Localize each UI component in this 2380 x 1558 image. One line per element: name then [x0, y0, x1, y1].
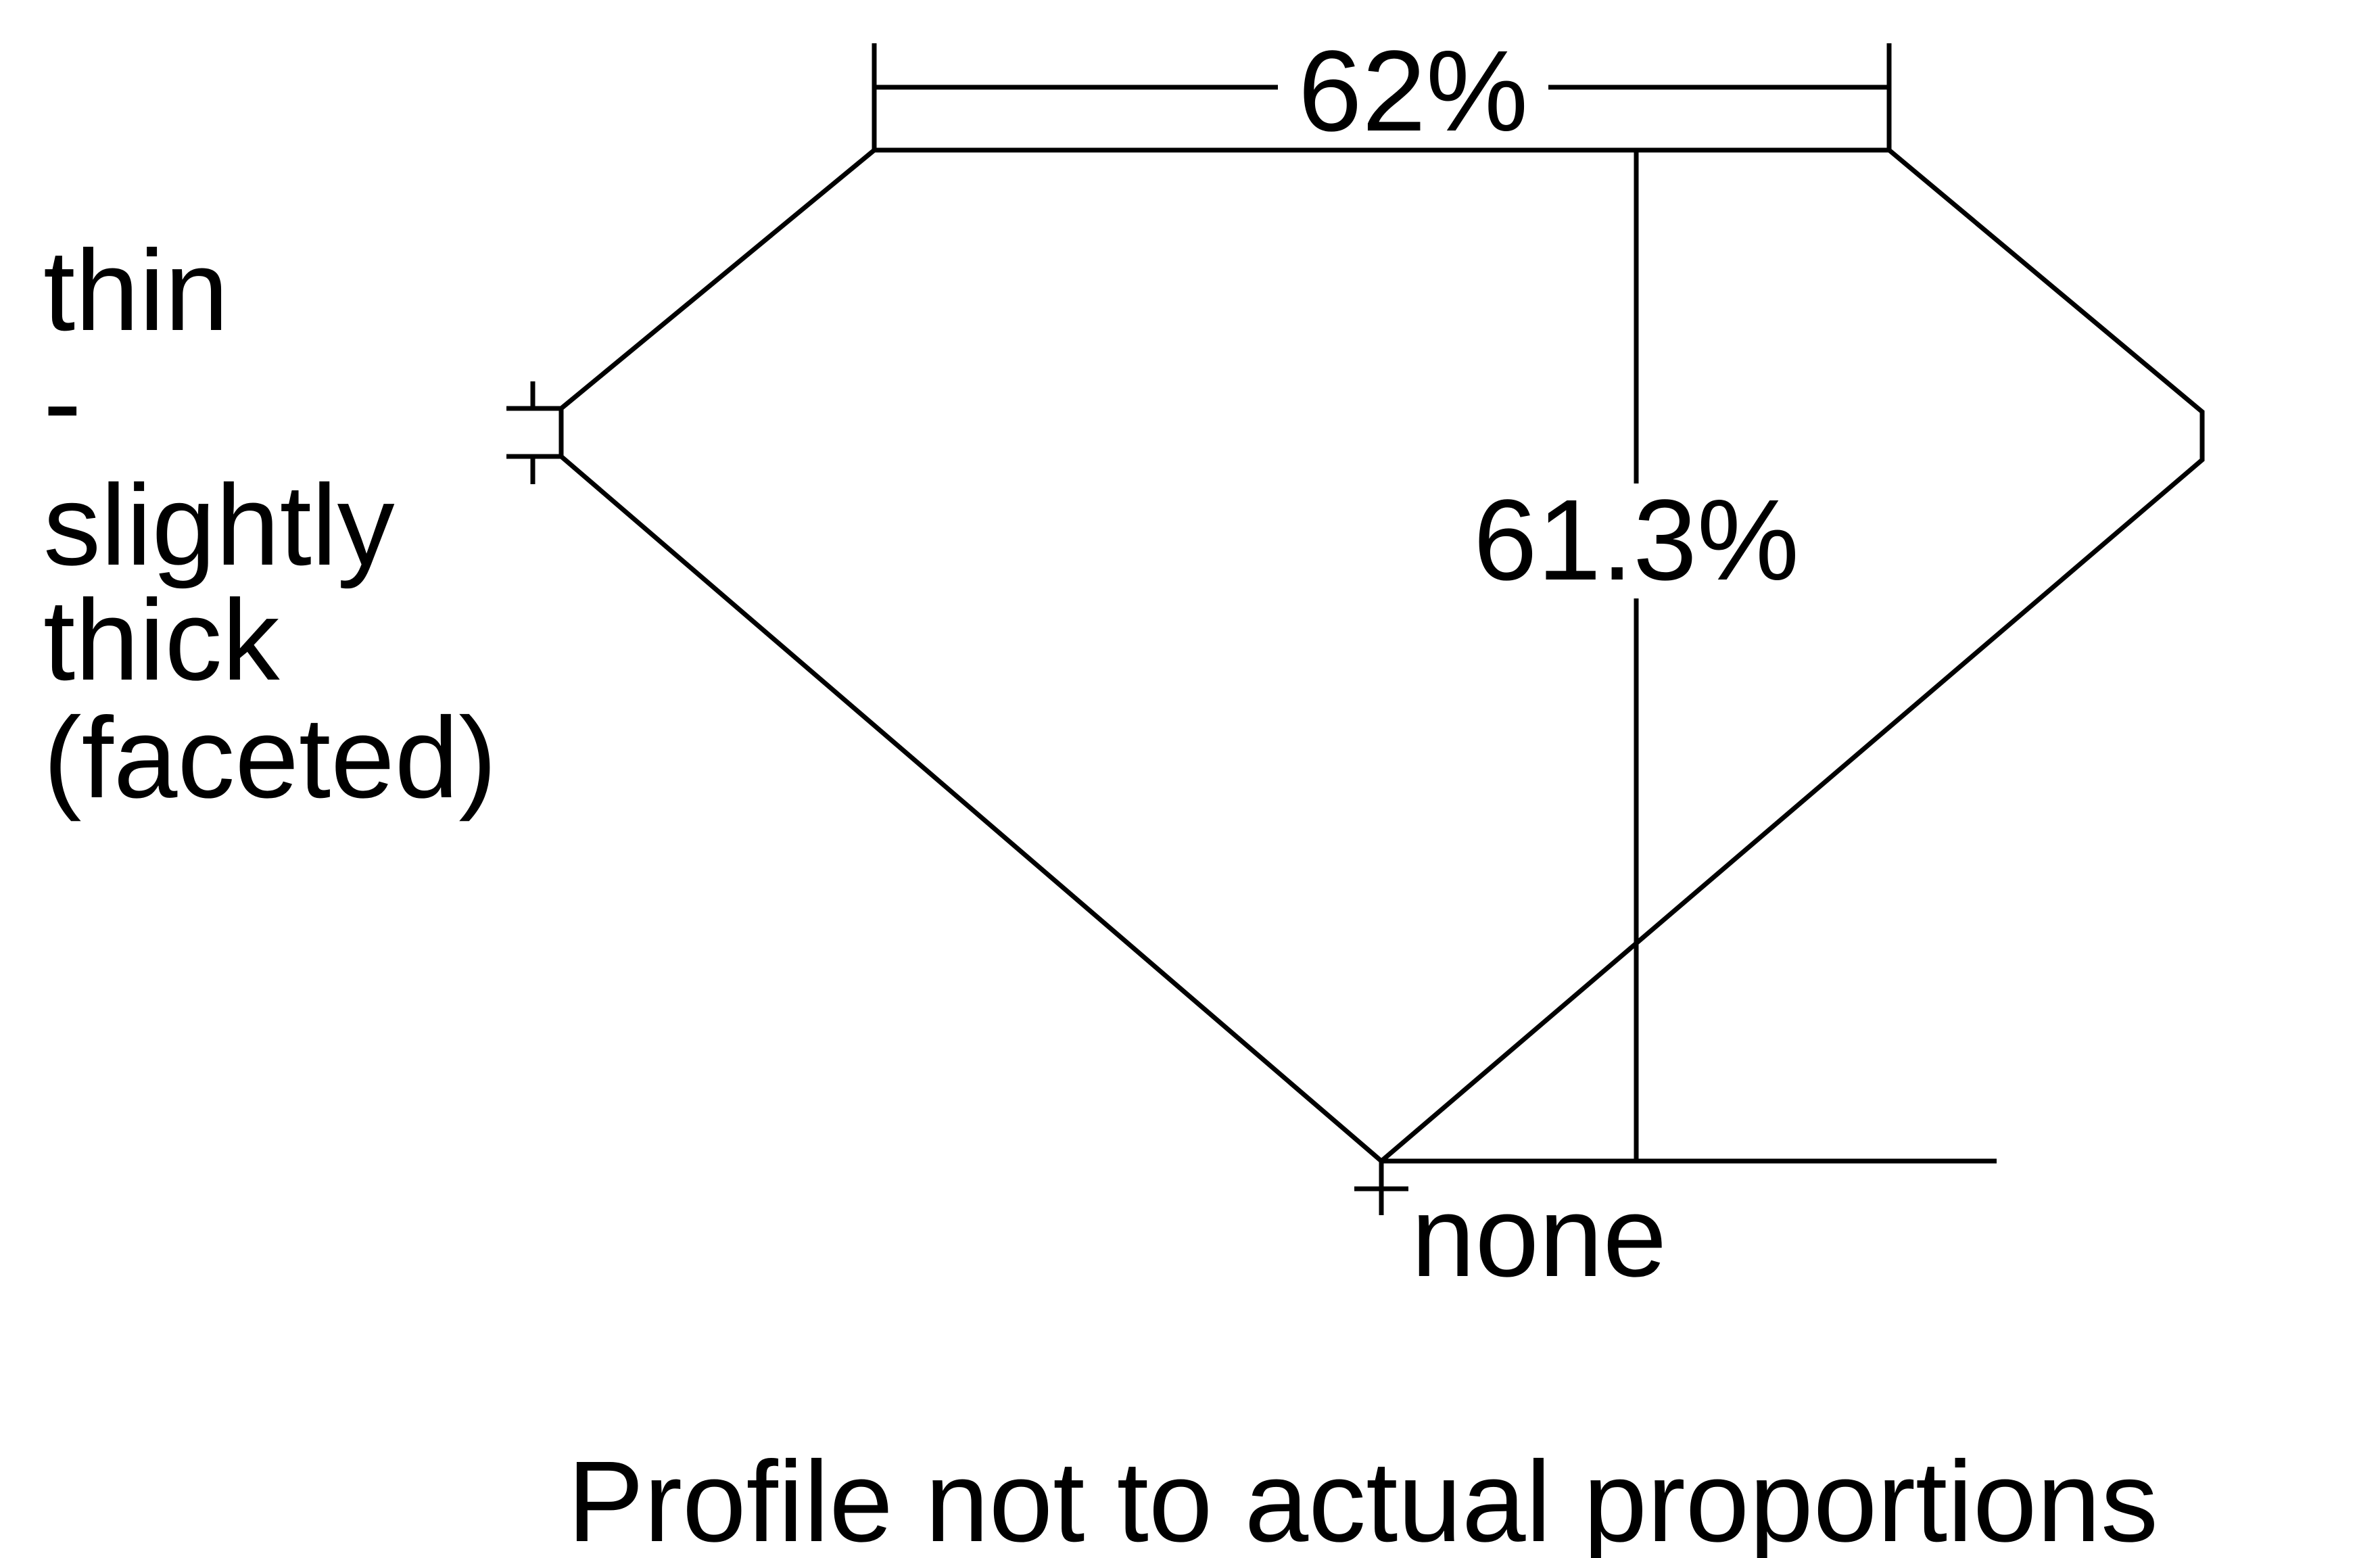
- depth-percent-label: 61.3%: [1473, 476, 1799, 605]
- girdle-label-line: thick: [43, 576, 281, 705]
- depth-dimension: [1381, 150, 1997, 1164]
- girdle-label-line: -: [43, 338, 82, 467]
- culet-label: none: [1411, 1173, 1667, 1301]
- footer-note: Profile not to actual proportions: [567, 1438, 2158, 1558]
- girdle-label-line: slightly: [43, 461, 395, 590]
- girdle-label-line: (faceted): [43, 694, 497, 822]
- table-dimension: [872, 43, 1892, 150]
- girdle-markers: [506, 381, 561, 484]
- girdle-label-line: thin: [43, 227, 229, 355]
- table-percent-label: 62%: [1298, 27, 1528, 156]
- culet-marker: [1354, 1161, 1408, 1215]
- girdle-label: thin - slightly thick (faceted): [43, 227, 497, 822]
- gem-outline: [558, 147, 2205, 1164]
